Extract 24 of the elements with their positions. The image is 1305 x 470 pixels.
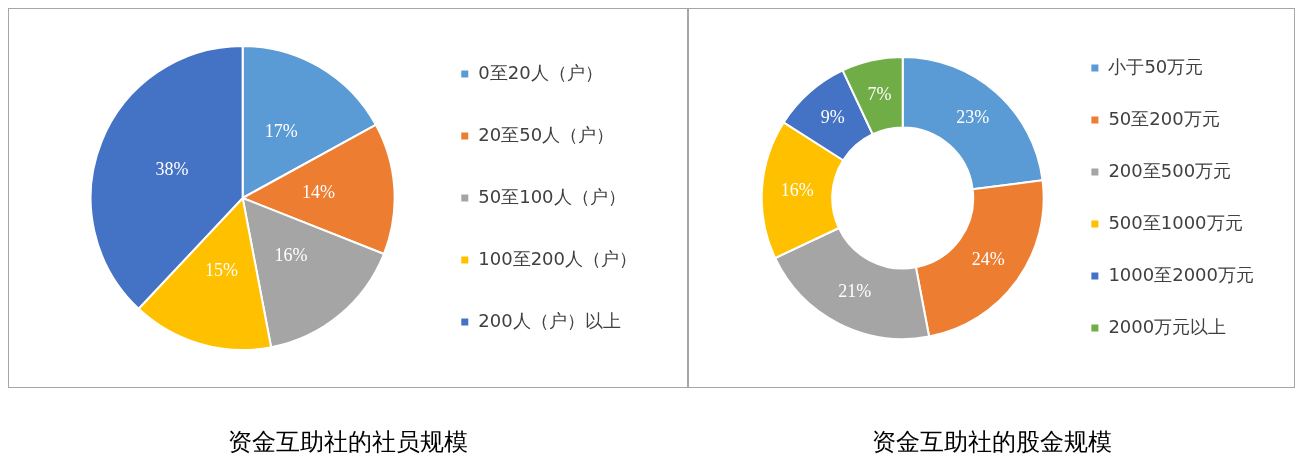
data-label: 16% — [780, 180, 814, 201]
legend-label: 2000万元以上 — [1108, 315, 1227, 337]
data-label: 14% — [301, 181, 335, 202]
legend-label: 50至100人（户） — [478, 185, 626, 207]
data-label: 9% — [820, 107, 845, 128]
data-label: 16% — [274, 245, 308, 266]
legend-label: 100至200人（户） — [478, 247, 638, 269]
legend-label: 200至500万元 — [1108, 159, 1232, 181]
legend-label: 小于50万元 — [1108, 55, 1204, 77]
data-label: 38% — [155, 158, 189, 179]
data-label: 17% — [264, 121, 298, 142]
legend-label: 1000至2000万元 — [1108, 263, 1255, 285]
legend-label: 20至50人（户） — [478, 123, 615, 145]
legend-label: 500至1000万元 — [1108, 211, 1243, 233]
legend-label: 200人（户）以上 — [478, 309, 621, 331]
text: 资金互助社的社员规模 — [227, 427, 469, 458]
text: 资金互助社的股金规模 — [870, 427, 1113, 458]
data-label: 23% — [956, 107, 990, 128]
legend-label: 0至20人（户） — [478, 61, 603, 83]
legend-label: 50至200万元 — [1108, 107, 1220, 129]
data-label: 24% — [971, 248, 1005, 269]
data-label: 7% — [867, 83, 892, 104]
data-label: 21% — [838, 280, 872, 301]
data-label: 15% — [204, 259, 238, 280]
